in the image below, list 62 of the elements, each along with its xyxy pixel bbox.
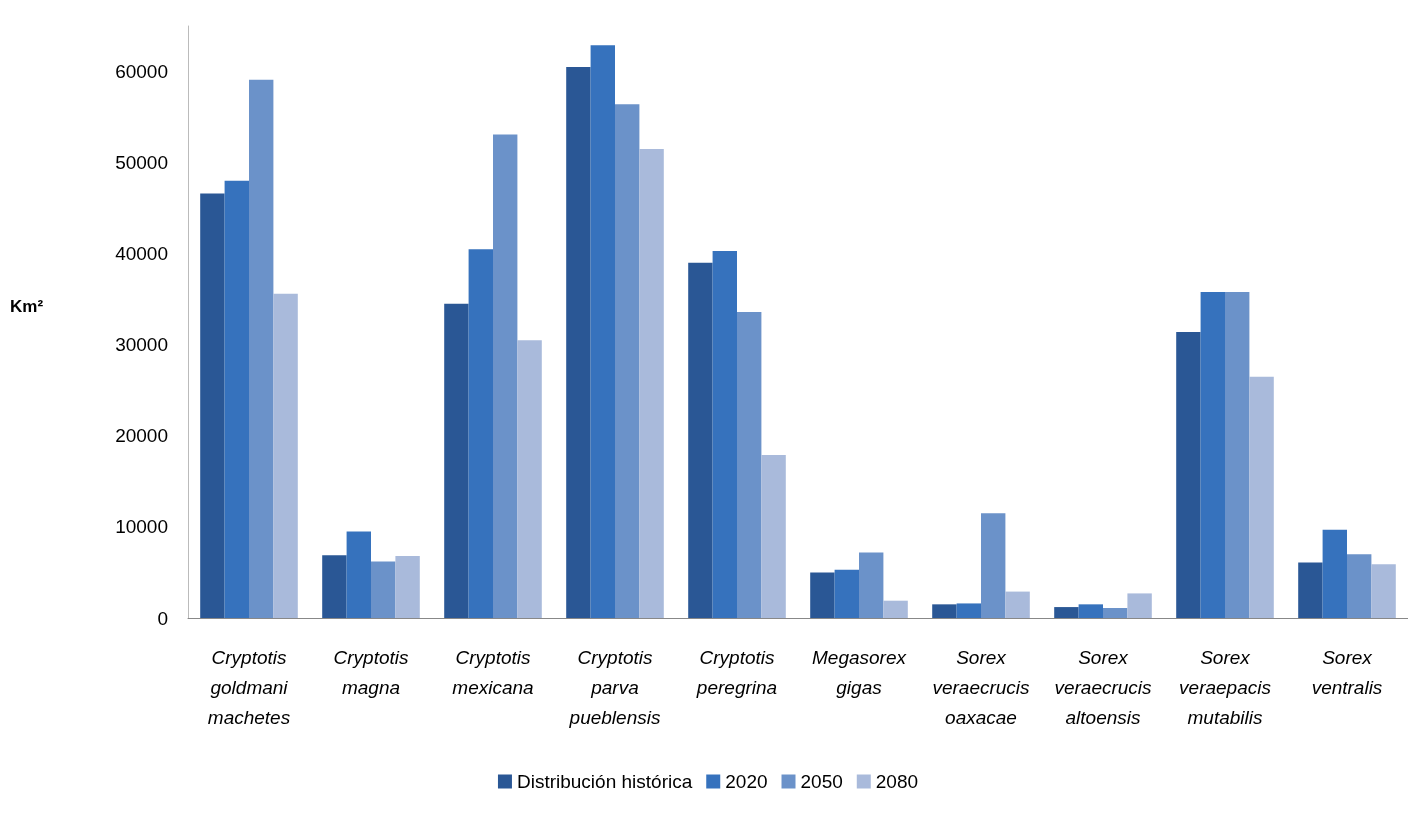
bar [1127,593,1152,618]
bar [810,572,835,618]
x-tick-label: Megasorex gigas [812,646,908,698]
bar [932,604,957,618]
x-tick-label: Sorex veraecrucis altoensis [1054,646,1153,728]
bar [444,303,469,618]
bar [273,293,298,618]
bar [395,556,420,618]
bar [834,569,859,618]
x-tick-label: Cryptotis parva pueblensis [568,646,661,728]
y-tick-label: 30000 [115,334,168,356]
y-tick-label: 50000 [115,152,168,174]
bar [883,600,908,618]
y-tick-label: 60000 [115,61,168,83]
bar [981,513,1006,618]
bar [468,249,493,618]
bar [1371,564,1396,618]
bar [1176,332,1201,618]
bar [517,340,542,618]
bar [1005,591,1030,618]
bar [639,148,664,618]
legend-label: Distribución histórica [516,771,693,792]
bar [1347,554,1372,618]
bar [1103,607,1128,618]
x-tick-label: Sorex ventralis [1311,646,1383,698]
bar [688,262,713,618]
bar [590,45,615,618]
bar [346,531,371,618]
bar [1249,376,1274,618]
bar [761,454,786,618]
y-tick-label: 40000 [115,243,168,265]
bar [859,552,884,618]
bar [1054,607,1079,618]
x-tick-label: Sorex veraepacis mutabilis [1179,646,1272,728]
bar [737,311,762,618]
legend-label: 2080 [875,771,919,792]
x-tick-label: Cryptotis goldmani machetes [207,646,291,728]
bar [249,79,274,618]
bar [1078,604,1103,618]
y-tick-label: 10000 [115,516,168,538]
bar [956,603,981,618]
bar [1322,529,1347,618]
bar [566,66,591,618]
y-tick-label: 20000 [115,425,168,447]
x-tick-label: Sorex veraecrucis oaxacae [932,646,1031,728]
bar [371,561,396,618]
x-tick-label: Cryptotis magna [333,646,409,698]
x-tick-label: Cryptotis peregrina [695,646,778,698]
y-tick-label: 0 [157,607,168,629]
bar [1298,562,1323,618]
bar [1200,291,1225,618]
y-axis-title: Km² [10,297,44,316]
bar [712,250,737,618]
bar [493,134,518,618]
legend-label: 2050 [800,771,843,792]
legend-label: 2020 [725,771,768,792]
bar [615,104,640,618]
bar [200,193,225,618]
bar [322,555,347,618]
bar [224,180,249,618]
x-tick-label: Cryptotis mexicana [452,646,534,698]
bar [1225,291,1250,618]
